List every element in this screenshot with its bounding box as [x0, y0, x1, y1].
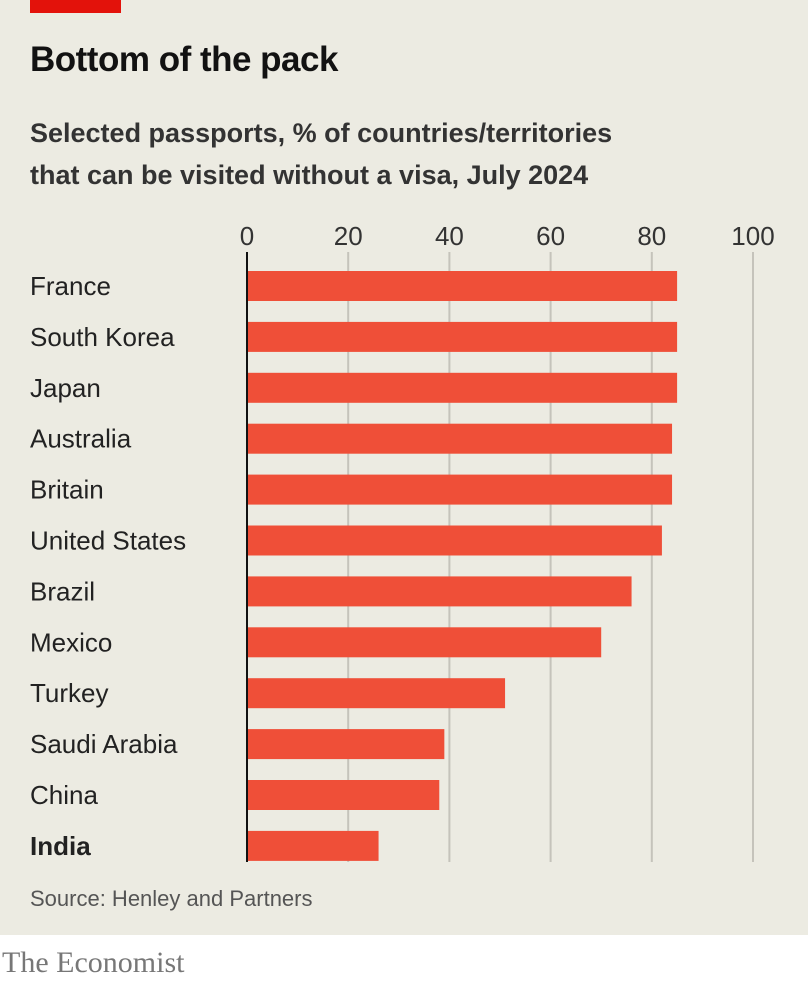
bar-japan: [247, 372, 678, 403]
chart-subtitle: Selected passports, % of countries/terri…: [30, 112, 790, 196]
bar-china: [247, 780, 440, 810]
category-label: Turkey: [30, 678, 109, 708]
bar-chart: 0 20 40 60 80 100 France South Korea Japan Austra…: [30, 221, 775, 862]
bar-mexico: [247, 627, 602, 658]
category-label: Brazil: [30, 576, 95, 606]
bar-turkey: [247, 678, 506, 709]
economist-logo: The Economist: [2, 946, 185, 979]
category-label: China: [30, 780, 98, 810]
bar-brazil: [247, 576, 632, 607]
bar-united-states: [247, 525, 662, 556]
x-tick-label: 40: [435, 221, 464, 251]
bar-saudi-arabia: [247, 729, 445, 760]
x-tick-label: 60: [536, 221, 565, 251]
category-label: India: [30, 831, 91, 861]
bar-south-korea: [247, 321, 678, 352]
x-tick-label: 0: [240, 221, 254, 251]
brand-red-tag: [30, 0, 121, 13]
chart-panel: [0, 0, 808, 935]
bar-britain: [247, 474, 673, 505]
category-label: France: [30, 271, 111, 301]
subtitle-line-1: Selected passports, % of countries/terri…: [30, 118, 613, 148]
category-label: United States: [30, 526, 186, 556]
bar-france: [247, 271, 678, 301]
subtitle-line-2: that can be visited without a visa, July…: [30, 160, 589, 190]
x-tick-label: 80: [637, 221, 666, 251]
category-label: Saudi Arabia: [30, 729, 178, 759]
category-label: Japan: [30, 373, 101, 403]
bar-india: [247, 830, 379, 861]
bar-australia: [247, 423, 673, 454]
chart-title: Bottom of the pack: [30, 40, 338, 79]
x-tick-label: 20: [334, 221, 363, 251]
source-note: Source: Henley and Partners: [30, 886, 313, 911]
category-label: Britain: [30, 475, 104, 505]
category-label: Mexico: [30, 627, 112, 657]
category-label: Australia: [30, 424, 132, 454]
category-label: South Korea: [30, 322, 175, 352]
x-tick-label: 100: [731, 221, 774, 251]
